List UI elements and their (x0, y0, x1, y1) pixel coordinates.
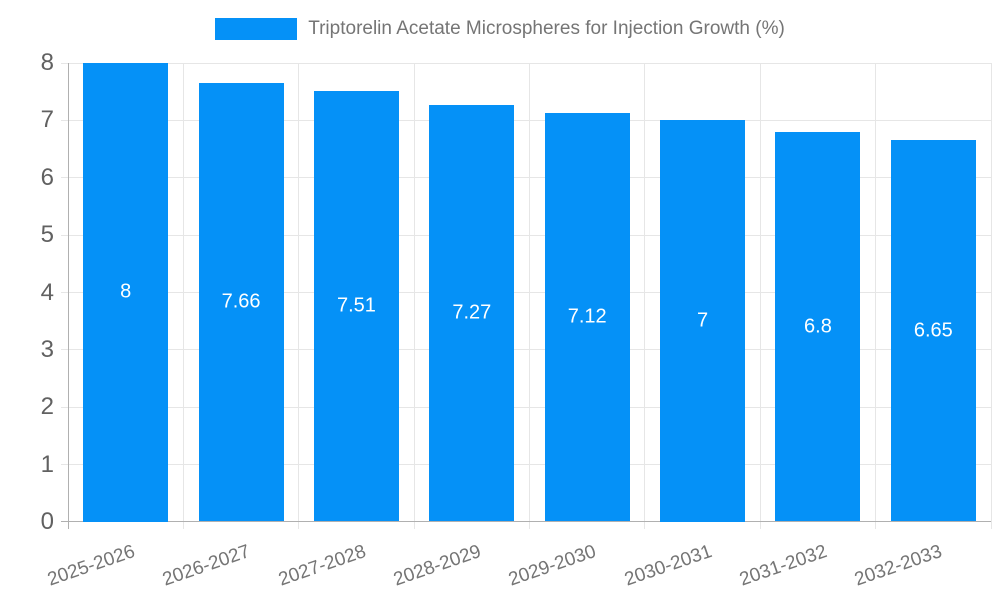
x-tick-label: 2027-2028 (275, 541, 369, 591)
plot-area: 8 7.66 7.51 7.27 7.12 7 6.8 6.65 (61, 62, 992, 529)
x-tick-label: 2031-2032 (737, 541, 830, 591)
gridline-vertical (759, 63, 761, 529)
bar-value-label: 8 (120, 280, 132, 303)
y-tick-label: 3 (40, 335, 54, 363)
bar-value-label: 7.66 (221, 290, 261, 313)
y-tick-label: 6 (40, 163, 54, 191)
bar-value-label: 6.65 (913, 319, 953, 342)
bar-value-label: 7.12 (567, 305, 607, 328)
gridline-vertical (990, 63, 992, 529)
y-axis-tick (61, 177, 68, 179)
gridline-vertical (298, 63, 300, 529)
bar-2026-2027[interactable]: 7.66 (198, 82, 284, 522)
y-tick-label: 8 (40, 49, 54, 76)
y-axis-tick (61, 406, 68, 408)
gridline-vertical (644, 63, 646, 529)
y-tick-label: 0 (40, 508, 54, 535)
bar-value-label: 6.8 (804, 315, 832, 338)
y-axis-tick (61, 119, 68, 121)
y-axis-tick (61, 292, 68, 293)
bar-2027-2028[interactable]: 7.51 (313, 91, 399, 522)
y-axis-tick (61, 349, 68, 351)
bar-2032-2033[interactable]: 6.65 (890, 140, 976, 522)
bar-value-label: 7.27 (452, 301, 492, 324)
legend-label: Triptorelin Acetate Microspheres for Inj… (308, 18, 785, 39)
gridline-vertical (182, 63, 184, 529)
x-tick-label: 2029-2030 (506, 541, 600, 591)
gridline-vertical (875, 63, 877, 529)
y-axis-tick (61, 234, 68, 236)
y-tick-label: 2 (40, 393, 54, 421)
bar-2028-2029[interactable]: 7.27 (429, 104, 515, 522)
gridline-vertical (413, 63, 415, 529)
gridline-vertical (529, 63, 530, 529)
y-tick-label: 4 (40, 278, 54, 306)
x-tick-label: 2032-2033 (852, 541, 946, 591)
x-tick-label: 2030-2031 (621, 541, 715, 591)
bar-2031-2032[interactable]: 6.8 (775, 131, 861, 522)
x-tick-label: 2028-2029 (390, 541, 484, 591)
y-tick-label: 5 (40, 221, 54, 249)
y-axis-tick (61, 464, 68, 466)
legend[interactable]: Triptorelin Acetate Microspheres for Inj… (0, 18, 1000, 40)
bar-value-label: 7.51 (336, 294, 376, 317)
bar-2030-2031[interactable]: 7 (660, 120, 746, 522)
y-tick-label: 7 (40, 106, 54, 134)
y-tick-label: 1 (40, 450, 54, 478)
x-tick-label: 2025-2026 (44, 541, 138, 591)
y-axis-line (68, 63, 69, 529)
y-axis-tick (61, 62, 68, 64)
legend-swatch-icon (215, 18, 298, 40)
x-axis-line (61, 521, 991, 522)
bar-2029-2030[interactable]: 7.12 (544, 113, 630, 522)
bar-value-label: 7 (697, 309, 709, 332)
x-tick-label: 2026-2027 (160, 541, 253, 591)
bar-2025-2026[interactable]: 8 (83, 63, 169, 522)
